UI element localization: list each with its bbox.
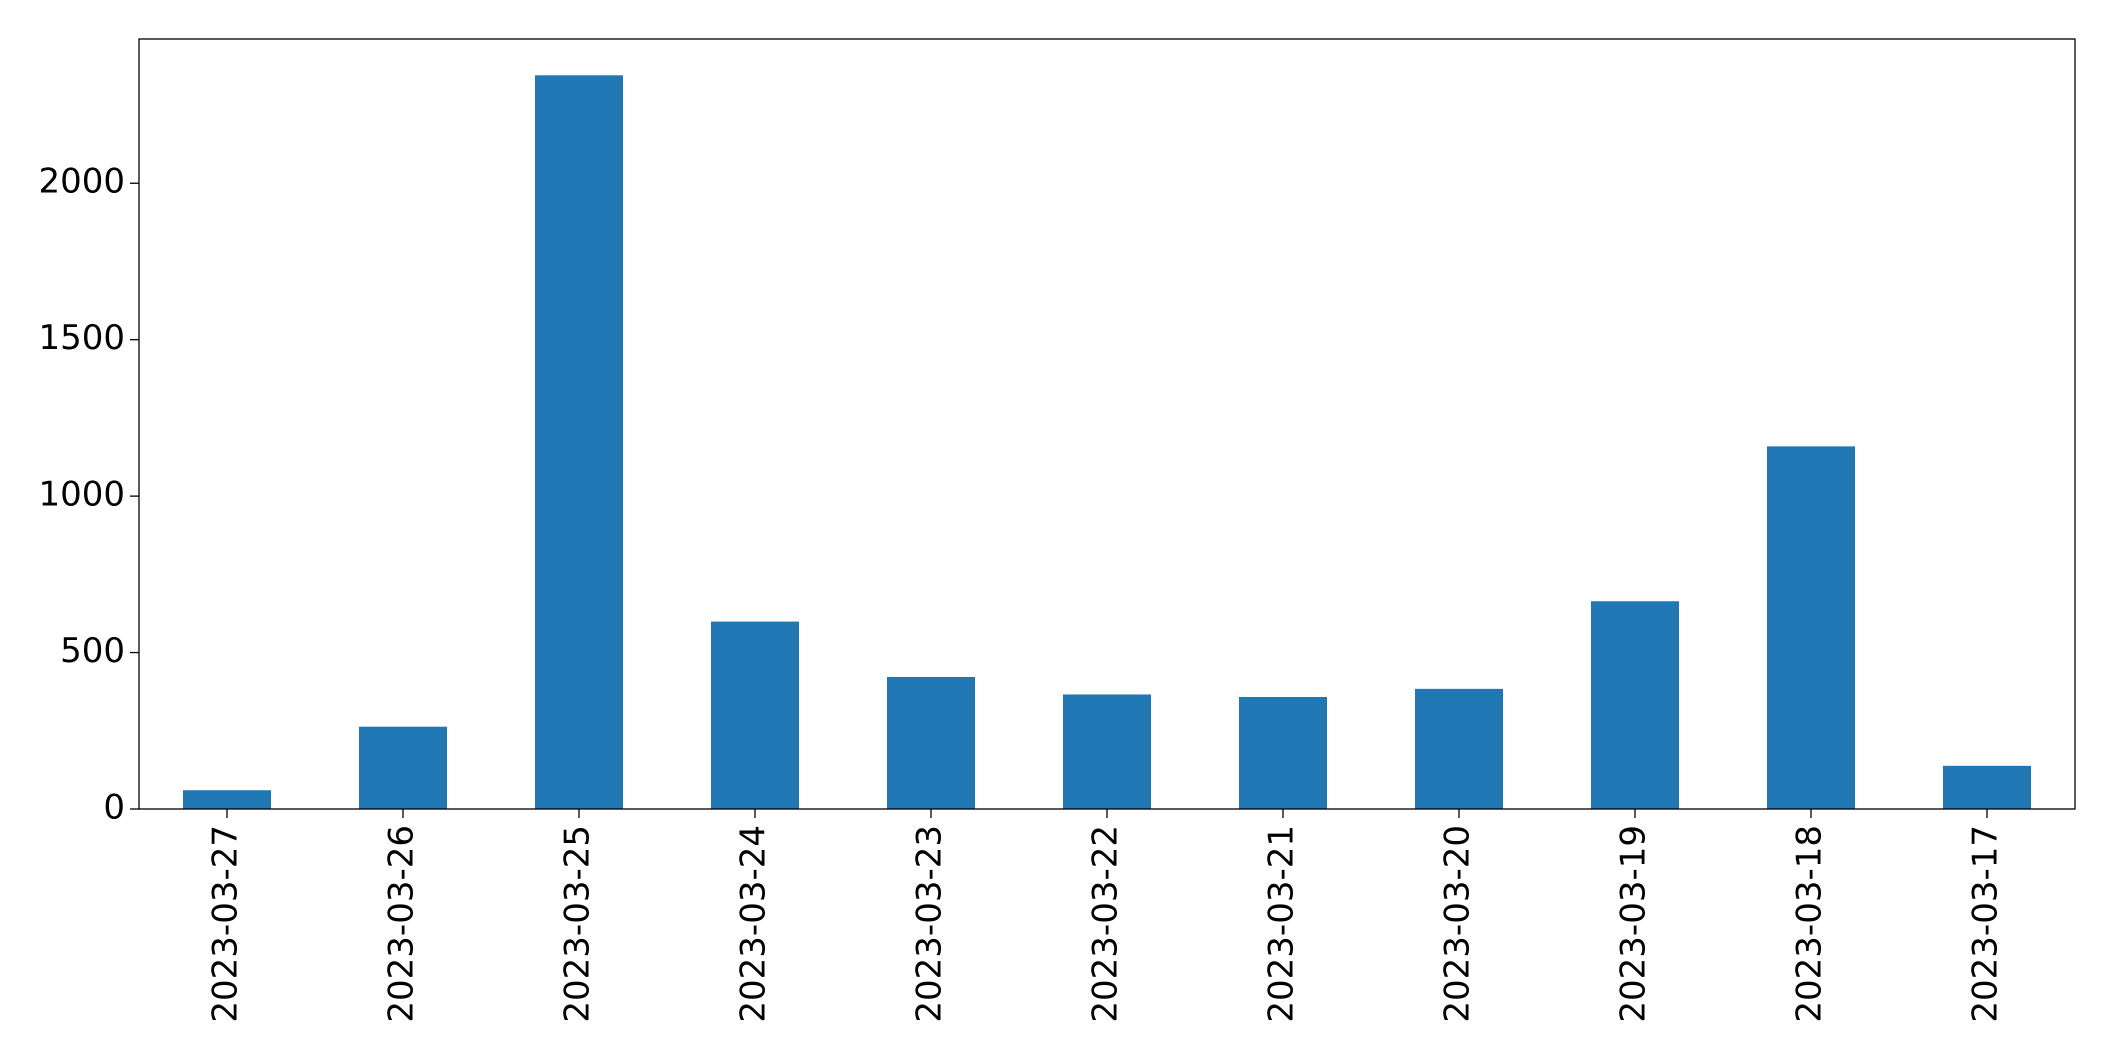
bar bbox=[1063, 694, 1151, 809]
x-tick-label: 2023-03-22 bbox=[1086, 825, 1126, 1023]
y-tick-label: 500 bbox=[60, 631, 125, 671]
x-tick-label: 2023-03-26 bbox=[382, 825, 422, 1023]
bar bbox=[183, 790, 271, 809]
x-tick-label: 2023-03-19 bbox=[1614, 825, 1654, 1023]
x-tick-label: 2023-03-17 bbox=[1966, 825, 2006, 1023]
bar bbox=[1239, 696, 1327, 809]
bar bbox=[1415, 688, 1503, 809]
bar bbox=[535, 75, 623, 809]
y-tick-label: 1000 bbox=[38, 475, 125, 515]
bar bbox=[359, 726, 447, 809]
x-tick-label: 2023-03-23 bbox=[910, 825, 950, 1023]
bar bbox=[1943, 765, 2031, 809]
bar bbox=[711, 621, 799, 809]
plot-frame bbox=[138, 38, 2076, 810]
x-tick-label: 2023-03-27 bbox=[206, 825, 246, 1023]
x-tick-label: 2023-03-21 bbox=[1262, 825, 1302, 1023]
y-tick-label: 2000 bbox=[38, 162, 125, 202]
bar bbox=[887, 676, 975, 809]
bar bbox=[1767, 446, 1855, 809]
y-tick-label: 0 bbox=[103, 788, 125, 828]
x-tick-label: 2023-03-20 bbox=[1438, 825, 1478, 1023]
bar bbox=[1591, 601, 1679, 809]
x-tick-label: 2023-03-24 bbox=[734, 825, 774, 1023]
y-tick-label: 1500 bbox=[38, 318, 125, 358]
x-tick-label: 2023-03-18 bbox=[1790, 825, 1830, 1023]
x-tick-label: 2023-03-25 bbox=[558, 825, 598, 1023]
